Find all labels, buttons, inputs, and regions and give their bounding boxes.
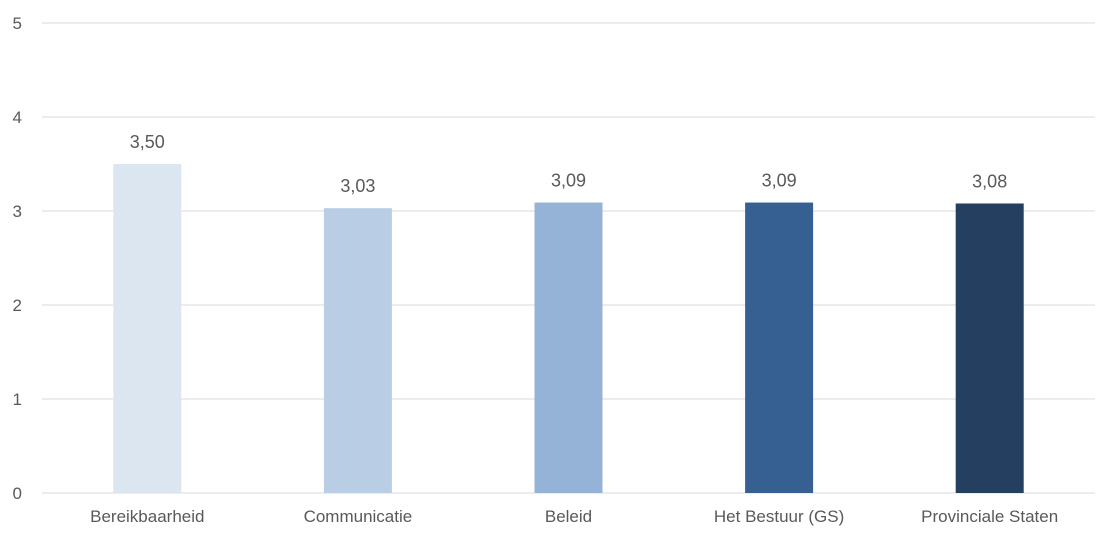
data-label: 3,08: [972, 171, 1007, 191]
y-tick-label: 5: [13, 14, 22, 33]
data-label: 3,09: [762, 171, 797, 191]
y-axis-ticks: 0 1 2 3 4 5: [13, 14, 22, 503]
data-labels: 3,50 3,03 3,09 3,09 3,08: [130, 132, 1007, 196]
data-label: 3,09: [551, 171, 586, 191]
bars: [113, 164, 1024, 494]
y-tick-label: 1: [13, 390, 22, 409]
bar-bereikbaarheid: [113, 164, 182, 493]
x-category-label: Bereikbaarheid: [90, 507, 204, 526]
x-category-label: Beleid: [545, 507, 592, 526]
x-category-label: Provinciale Staten: [921, 507, 1058, 526]
y-tick-label: 3: [13, 202, 22, 221]
bar-communicatie: [323, 208, 392, 493]
x-axis-labels: Bereikbaarheid Communicatie Beleid Het Best…: [90, 507, 1058, 526]
y-tick-label: 0: [13, 484, 22, 503]
y-tick-label: 2: [13, 296, 22, 315]
data-label: 3,03: [340, 176, 375, 196]
y-tick-label: 4: [13, 108, 22, 127]
bar-provinciale-staten: [955, 203, 1024, 494]
x-category-label: Het Bestuur (GS): [714, 507, 844, 526]
x-category-label: Communicatie: [304, 507, 413, 526]
bar-het-bestuur-gs: [745, 202, 814, 494]
bar-beleid: [534, 202, 603, 494]
data-label: 3,50: [130, 132, 165, 152]
